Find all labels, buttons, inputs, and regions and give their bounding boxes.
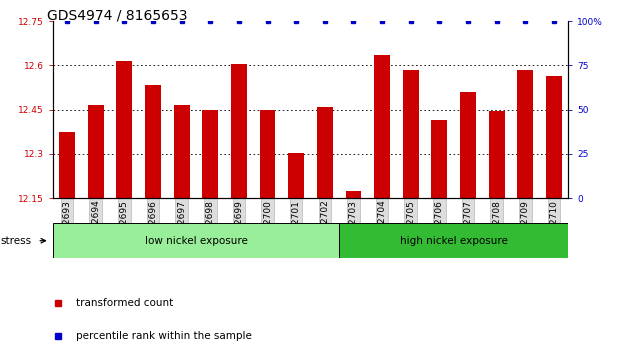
Bar bbox=[317, 107, 333, 198]
Bar bbox=[145, 85, 161, 198]
Bar bbox=[117, 61, 132, 198]
Text: low nickel exposure: low nickel exposure bbox=[145, 236, 247, 246]
Bar bbox=[174, 105, 189, 198]
Text: GDS4974 / 8165653: GDS4974 / 8165653 bbox=[47, 9, 187, 23]
Bar bbox=[432, 120, 447, 198]
Bar bbox=[59, 132, 75, 198]
Bar bbox=[546, 76, 562, 198]
Bar bbox=[460, 92, 476, 198]
Text: percentile rank within the sample: percentile rank within the sample bbox=[76, 331, 252, 341]
Bar bbox=[517, 70, 533, 198]
Bar bbox=[288, 153, 304, 198]
Bar bbox=[202, 110, 218, 198]
Bar bbox=[339, 223, 568, 258]
Bar bbox=[88, 105, 104, 198]
Bar bbox=[489, 111, 504, 198]
Bar bbox=[260, 110, 276, 198]
Bar bbox=[403, 70, 419, 198]
Text: high nickel exposure: high nickel exposure bbox=[400, 236, 507, 246]
Bar bbox=[53, 223, 339, 258]
Bar bbox=[231, 64, 247, 198]
Bar bbox=[374, 55, 390, 198]
Bar bbox=[345, 191, 361, 198]
Text: transformed count: transformed count bbox=[76, 298, 173, 308]
Text: stress: stress bbox=[1, 236, 32, 246]
